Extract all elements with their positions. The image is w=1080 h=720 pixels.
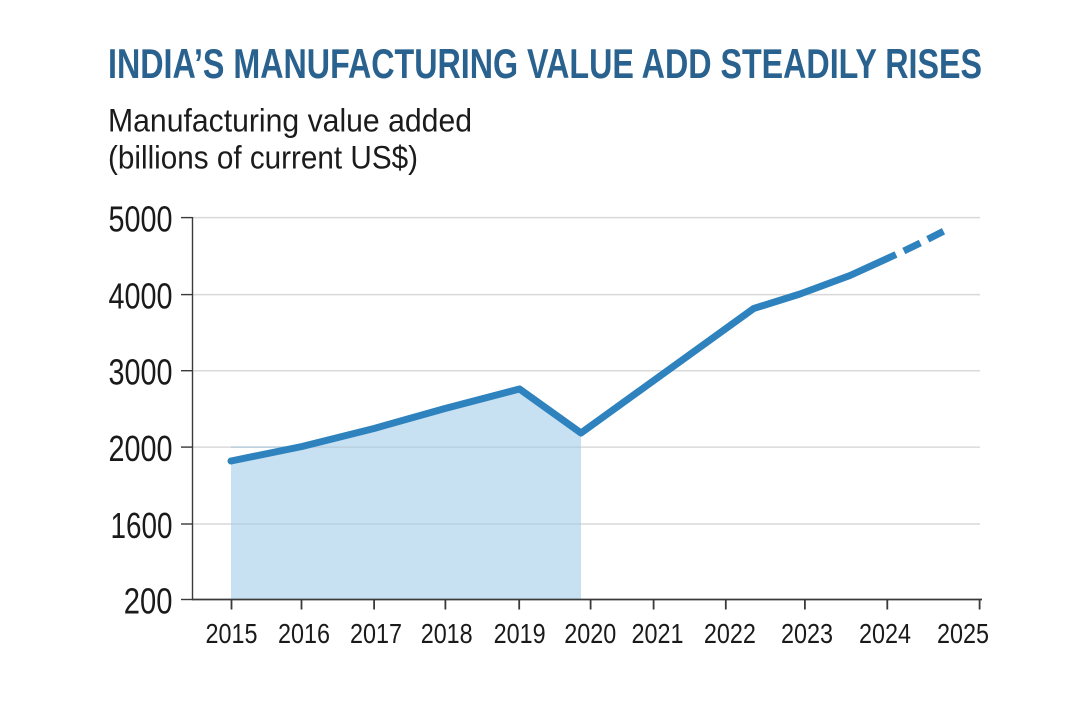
svg-text:2022: 2022 [704, 618, 756, 649]
svg-text:(billions of current US$): (billions of current US$) [108, 140, 418, 176]
svg-text:3000: 3000 [109, 352, 173, 393]
svg-text:2025: 2025 [937, 618, 989, 649]
svg-text:2018: 2018 [421, 618, 473, 649]
svg-text:Manufacturing value added: Manufacturing value added [108, 103, 472, 139]
svg-text:2024: 2024 [859, 618, 911, 649]
svg-text:2019: 2019 [494, 618, 546, 649]
svg-text:2021: 2021 [632, 618, 684, 649]
svg-text:200: 200 [124, 580, 173, 621]
svg-text:2017: 2017 [350, 618, 402, 649]
svg-text:1600: 1600 [111, 505, 173, 546]
svg-text:5000: 5000 [109, 199, 173, 240]
svg-text:INDIA’S MANUFACTURING VALUE AD: INDIA’S MANUFACTURING VALUE ADD STEADILY… [108, 40, 982, 87]
svg-text:2000: 2000 [109, 428, 173, 469]
svg-text:4000: 4000 [109, 276, 173, 317]
svg-text:2020: 2020 [564, 618, 616, 649]
svg-text:2015: 2015 [206, 618, 258, 649]
svg-text:2016: 2016 [278, 618, 330, 649]
svg-text:2023: 2023 [781, 618, 833, 649]
